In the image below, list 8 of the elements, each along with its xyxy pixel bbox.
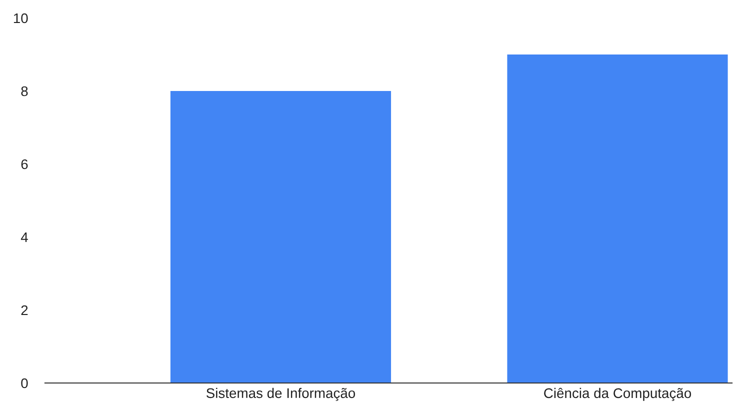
- y-tick-label: 6: [21, 159, 28, 170]
- x-tick-label: Ciência da Computação: [544, 388, 692, 401]
- y-tick-label: 8: [21, 86, 28, 96]
- y-tick-label: 4: [20, 232, 28, 242]
- y-tick-label: 0: [21, 378, 28, 388]
- y-tick-label: 2: [21, 305, 28, 316]
- y-tick-label: 10: [14, 13, 28, 24]
- x-tick-label: Sistemas de Informação: [206, 388, 356, 401]
